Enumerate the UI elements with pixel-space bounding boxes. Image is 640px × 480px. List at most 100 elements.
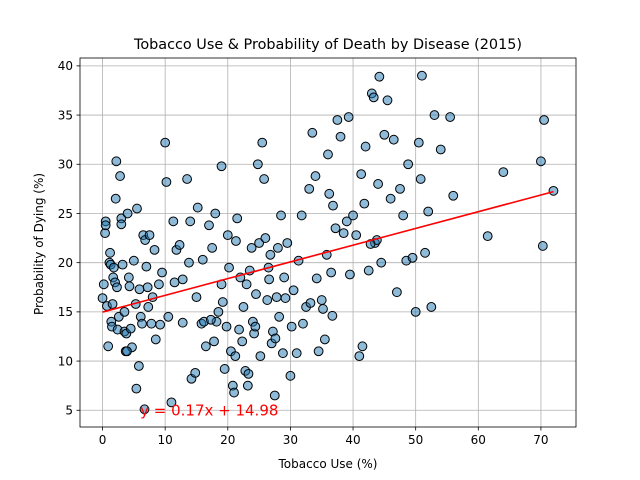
data-point	[144, 230, 155, 241]
regression-equation-annotation: y = 0.17x + 14.98	[140, 401, 278, 419]
data-point	[163, 311, 174, 322]
data-point	[108, 262, 119, 273]
y-tick-label: 20	[58, 256, 73, 270]
data-point	[379, 129, 390, 140]
data-point	[177, 274, 188, 285]
regression-line	[102, 190, 554, 313]
data-point	[137, 318, 147, 329]
data-point	[111, 156, 122, 167]
data-point	[185, 216, 196, 227]
data-point	[323, 149, 333, 160]
data-point	[343, 112, 354, 122]
data-point	[330, 223, 341, 234]
data-point	[285, 370, 296, 381]
data-point	[332, 115, 343, 125]
data-point	[155, 319, 166, 330]
data-point	[128, 255, 139, 266]
data-point	[224, 262, 234, 273]
data-point	[276, 210, 286, 221]
data-point	[270, 333, 281, 344]
axes-frame	[79, 57, 577, 428]
data-point	[363, 265, 374, 276]
data-point	[230, 351, 241, 362]
data-point	[105, 247, 115, 258]
data-point	[154, 279, 164, 290]
data-point	[242, 380, 253, 391]
data-point	[219, 364, 230, 374]
data-point	[286, 321, 297, 332]
x-axis-ticks: 0 10 20 30 40 50 60 70	[99, 427, 549, 447]
data-point	[237, 336, 248, 347]
data-point	[210, 208, 221, 219]
data-point	[146, 318, 157, 329]
data-point	[213, 306, 224, 317]
data-point	[231, 236, 241, 246]
data-point	[388, 134, 399, 145]
data-point	[192, 202, 203, 213]
data-point	[100, 220, 111, 231]
data-point	[269, 390, 280, 401]
data-point	[143, 302, 154, 312]
data-point	[539, 115, 549, 125]
data-point	[197, 254, 208, 265]
data-point	[415, 174, 426, 184]
data-point	[403, 159, 414, 170]
data-point	[204, 220, 214, 231]
data-point	[103, 341, 114, 352]
data-point	[112, 282, 122, 293]
data-point	[423, 206, 434, 217]
data-point	[398, 210, 409, 221]
data-point	[234, 324, 244, 335]
data-point	[191, 292, 202, 303]
data-point	[324, 188, 335, 199]
data-point	[279, 272, 290, 283]
data-point	[296, 210, 307, 221]
y-tick-label: 35	[58, 108, 73, 122]
data-point	[141, 261, 152, 272]
data-point	[410, 306, 421, 317]
grid-lines	[80, 58, 576, 427]
data-point	[123, 272, 134, 283]
data-point	[216, 161, 227, 172]
data-point	[304, 183, 315, 194]
data-point	[426, 302, 437, 312]
data-point	[174, 240, 185, 250]
x-tick-label: 70	[533, 433, 548, 447]
data-point	[374, 71, 385, 82]
data-point	[134, 284, 145, 295]
data-point	[326, 267, 337, 278]
data-point	[107, 299, 118, 309]
data-point	[382, 95, 393, 106]
data-point	[376, 257, 387, 268]
data-point	[117, 259, 128, 270]
data-point	[307, 127, 318, 138]
x-tick-label: 10	[158, 433, 173, 447]
data-point	[291, 348, 302, 359]
data-point	[124, 281, 135, 292]
data-point	[385, 193, 396, 204]
data-point	[200, 341, 211, 352]
x-tick-label: 60	[471, 433, 486, 447]
data-point	[251, 289, 261, 300]
data-point	[351, 230, 362, 241]
x-axis-label: Tobacco Use (%)	[278, 457, 378, 471]
data-point	[131, 383, 142, 394]
data-point	[166, 397, 177, 408]
data-point	[417, 70, 427, 81]
data-point	[348, 210, 358, 221]
data-point	[177, 317, 188, 328]
data-point	[260, 233, 271, 243]
data-point	[341, 216, 352, 227]
data-point	[373, 179, 384, 189]
data-point	[207, 243, 218, 253]
data-point	[115, 171, 125, 181]
data-point	[262, 295, 273, 305]
data-point	[232, 213, 243, 224]
data-point	[313, 346, 324, 357]
data-point	[429, 110, 440, 120]
data-point	[391, 287, 402, 298]
data-point	[265, 249, 276, 260]
x-tick-label: 50	[408, 433, 423, 447]
data-point	[139, 404, 150, 415]
data-point	[252, 159, 263, 170]
